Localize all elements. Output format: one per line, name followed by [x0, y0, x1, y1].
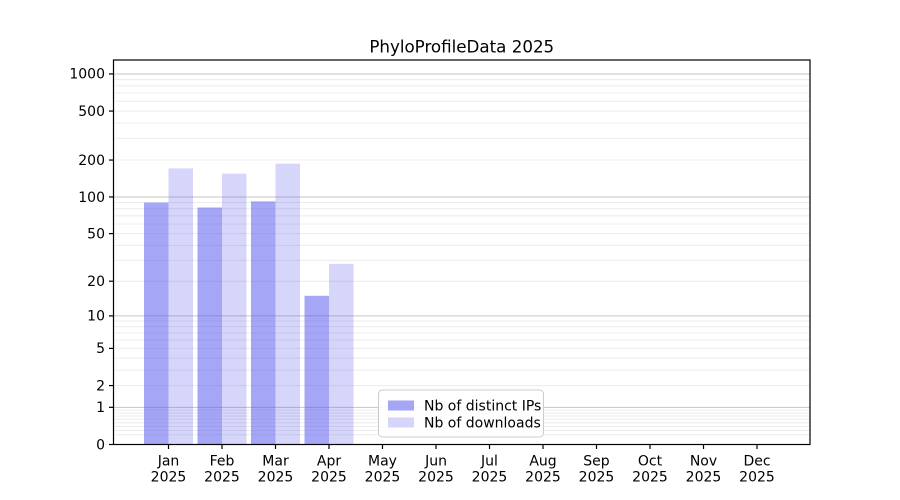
plot-border — [112, 59, 811, 446]
x-tick-label: Jun 2025 — [418, 454, 454, 486]
x-tick-label: Aug 2025 — [525, 454, 561, 486]
legend-box — [378, 389, 544, 438]
bar-nb-of-distinct-ips-mar — [251, 201, 276, 445]
legend-label-nb-of-distinct-ips: Nb of distinct IPs — [424, 398, 541, 414]
x-tick-label: Oct 2025 — [632, 454, 668, 486]
legend-swatch-nb-of-distinct-ips — [388, 400, 414, 411]
chart-title: PhyloProfileData 2025 — [369, 37, 554, 57]
y-tick-label: 1000 — [69, 67, 105, 83]
bar-nb-of-downloads-jan — [168, 168, 193, 445]
legend-label-nb-of-downloads: Nb of downloads — [424, 415, 541, 431]
axes: 0 1 2 5 10 20 50 100 200 500 1000 Jan 2025 Feb 2025 Mar… — [69, 59, 811, 486]
bars — [144, 163, 354, 445]
x-tick-label: May 2025 — [365, 454, 401, 486]
x-tick-label: Apr 2025 — [311, 454, 347, 486]
y-tick-label: 200 — [78, 153, 105, 169]
x-tick-label: Feb 2025 — [204, 454, 240, 486]
bar-nb-of-downloads-feb — [222, 173, 247, 445]
bar-nb-of-distinct-ips-jan — [144, 202, 169, 445]
y-tick-label: 2 — [96, 378, 105, 394]
y-tick-label: 100 — [78, 190, 105, 206]
y-tick-label: 20 — [87, 274, 105, 290]
x-tick-label: Dec 2025 — [739, 454, 775, 486]
legend-swatch-nb-of-downloads — [388, 417, 414, 428]
gridlines — [113, 73, 810, 436]
y-tick-label: 0 — [96, 437, 105, 453]
bar-nb-of-downloads-apr — [329, 263, 354, 445]
x-tick-label: Mar 2025 — [258, 454, 294, 486]
x-tick-label: Jan 2025 — [151, 454, 187, 486]
x-tick-label: Nov 2025 — [686, 454, 722, 486]
y-tick-label: 10 — [87, 309, 105, 325]
y-tick-label: 500 — [78, 104, 105, 120]
y-tick-label: 50 — [87, 226, 105, 242]
bar-nb-of-distinct-ips-apr — [304, 295, 329, 445]
y-tick-label: 5 — [96, 341, 105, 357]
bar-nb-of-distinct-ips-feb — [197, 207, 222, 445]
x-tick-label: Sep 2025 — [579, 454, 615, 486]
bar-nb-of-downloads-mar — [275, 163, 300, 445]
x-tick-label: Jul 2025 — [472, 454, 508, 486]
y-tick-label: 1 — [96, 400, 105, 416]
